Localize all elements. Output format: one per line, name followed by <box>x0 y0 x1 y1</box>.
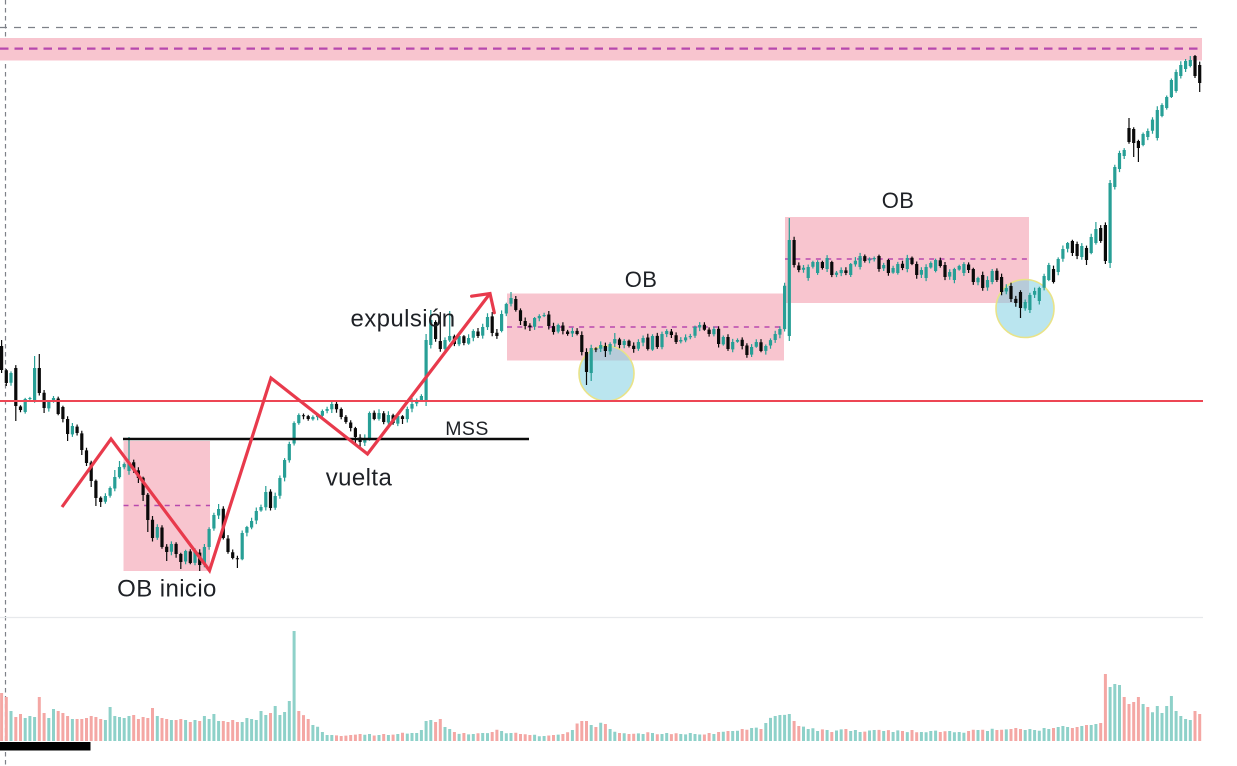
label-ob-inicio[interactable]: OB inicio <box>117 575 217 602</box>
arrow-head <box>470 291 496 315</box>
redaction-bar <box>0 742 91 751</box>
volume-series <box>0 631 1202 741</box>
label-mss[interactable]: MSS <box>445 418 488 440</box>
label-expulsion[interactable]: expulsión <box>350 305 455 332</box>
candlestick-series <box>0 55 1202 571</box>
annotation-labels: OB inicio vuelta expulsión MSS OB OB <box>117 188 914 603</box>
label-vuelta[interactable]: vuelta <box>326 464 393 491</box>
label-ob-right[interactable]: OB <box>882 188 915 213</box>
zigzag-trend-line[interactable] <box>60 292 492 574</box>
up-volume-bars <box>9 631 1192 741</box>
label-ob-mid[interactable]: OB <box>625 267 658 292</box>
